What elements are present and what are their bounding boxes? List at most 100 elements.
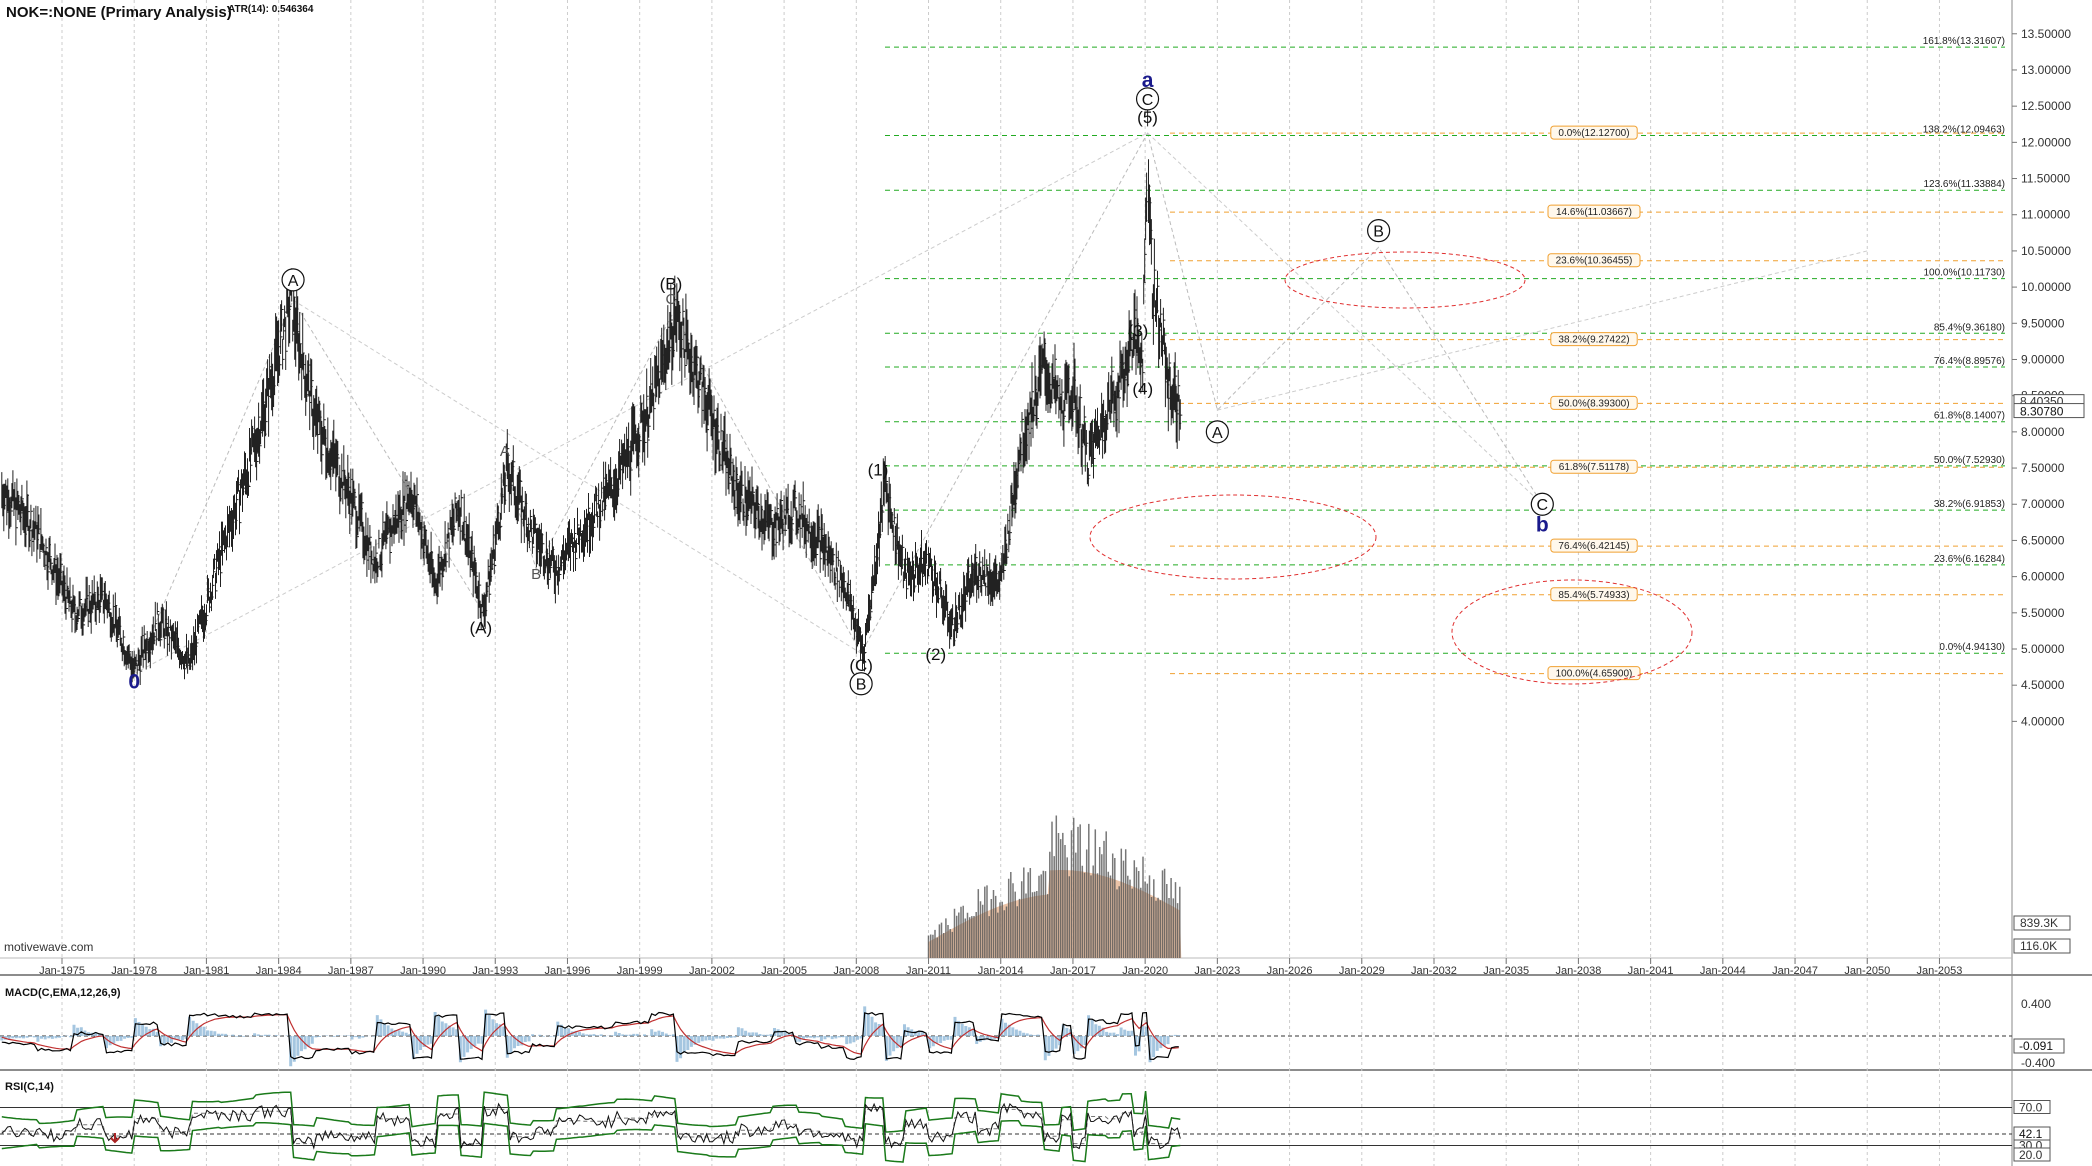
fib-label-orange: 0.0%(12.12700) xyxy=(1558,128,1629,139)
price-tag-box xyxy=(2013,403,2085,419)
wave-label-primary: b xyxy=(1536,514,1549,537)
price-bars xyxy=(1,97,1183,685)
fib-label-box xyxy=(1550,538,1638,553)
wave-label: (1) xyxy=(868,460,889,479)
wave-circle xyxy=(281,268,305,292)
projection-line xyxy=(1147,132,1543,505)
wave-label: C xyxy=(1142,92,1154,109)
wave-label: B xyxy=(531,566,541,583)
x-tick-label: Jan-2047 xyxy=(1772,965,1818,977)
fib-label-green: 50.0%(7.52930) xyxy=(1934,455,2005,466)
fib-label-box xyxy=(1547,666,1641,681)
rsi-value-box xyxy=(2013,1126,2051,1141)
fib-label-green: 76.4%(8.89576) xyxy=(1934,356,2005,367)
y-tick-label: 7.50000 xyxy=(2021,461,2065,475)
x-tick-label: Jan-2035 xyxy=(1483,965,1529,977)
volume-tag: 839.3K xyxy=(2020,916,2058,930)
x-tick-label: Jan-2020 xyxy=(1122,965,1168,977)
fib-label-orange: 14.6%(11.03667) xyxy=(1556,207,1632,218)
target-ellipse xyxy=(1451,579,1693,685)
macd-tick-label: -0.400 xyxy=(2021,1056,2055,1070)
atr-indicator: ATR(14): 0.546364 xyxy=(228,4,314,15)
volume-tag-box xyxy=(2013,915,2071,931)
wave-label: C xyxy=(666,291,677,308)
fib-label-box xyxy=(1550,587,1638,602)
fib-label-box xyxy=(1550,459,1638,474)
wave-circle xyxy=(849,672,873,696)
fib-label-box xyxy=(1547,253,1641,268)
fib-label-orange: 61.8%(7.51178) xyxy=(1559,462,1629,473)
rsi-title: RSI(C,14) xyxy=(5,1081,54,1093)
time-axis[interactable]: Jan-1975 Jan-1978 Jan-1981 Jan-1984 Jan-1987… xyxy=(39,958,1962,977)
rsi-signal-arrow xyxy=(110,1133,120,1144)
wave-label: (3) xyxy=(1128,322,1149,341)
target-ellipses xyxy=(1089,251,1693,685)
rsi-tick-label: 70.0 xyxy=(2019,1101,2043,1115)
price-series xyxy=(1,97,1183,685)
wave-label-primary: a xyxy=(1142,69,1154,92)
rsi-upper-band xyxy=(1,1091,1181,1133)
x-tick-label: Jan-2023 xyxy=(1194,965,1240,977)
x-tick-label: Jan-1987 xyxy=(328,965,374,977)
wave-label: A xyxy=(1212,425,1223,442)
projection-path xyxy=(1147,132,1543,505)
x-tick-label: Jan-2050 xyxy=(1844,965,1890,977)
macd-line xyxy=(1,1011,1179,1061)
wave-label: (5) xyxy=(1137,108,1158,127)
wave-label: (C) xyxy=(849,656,873,675)
y-tick-label: 13.00000 xyxy=(2021,63,2071,77)
fib-label-orange: 50.0%(8.39300) xyxy=(1558,398,1629,409)
fib-label-green: 38.2%(6.91853) xyxy=(1934,499,2005,510)
symbol-title: NOK=:NONE (Primary Analysis) xyxy=(6,4,232,21)
x-tick-label: Jan-1999 xyxy=(617,965,663,977)
y-tick-label: 9.50000 xyxy=(2021,316,2065,330)
fib-levels: 161.8%(13.31607) 138.2%(12.09463) 123.6%(1… xyxy=(885,36,2005,681)
wave-label: (2) xyxy=(925,645,946,664)
macd-title: MACD(C,EMA,12,26,9) xyxy=(5,987,121,999)
volume-tag-box xyxy=(2013,938,2071,954)
volume-tag: 116.0K xyxy=(2020,939,2057,953)
y-tick-label: 5.50000 xyxy=(2021,606,2065,620)
y-tick-label: 11.00000 xyxy=(2021,208,2070,222)
price-tag: 8.30780 xyxy=(2020,405,2064,419)
rsi-tick-box xyxy=(2013,1147,2051,1162)
wave-label: (4) xyxy=(1132,379,1153,398)
fib-label-orange: 23.6%(10.36455) xyxy=(1556,256,1633,267)
fib-label-orange: 76.4%(6.42145) xyxy=(1558,541,1629,552)
x-tick-label: Jan-2044 xyxy=(1700,965,1746,977)
watermark: motivewave.com xyxy=(4,940,93,954)
fib-label-box xyxy=(1550,125,1638,140)
macd-tick-label: 0.400 xyxy=(2021,997,2051,1011)
macd-signal-line xyxy=(1,1013,1179,1055)
target-ellipse xyxy=(1284,251,1526,309)
wave-label: A xyxy=(288,273,299,290)
rsi-line xyxy=(1,1102,1181,1150)
price-axis[interactable]: 13.50000 13.00000 12.50000 12.00000 11.50000… xyxy=(2012,27,2085,954)
wave-label-primary: 0 xyxy=(128,671,140,694)
wave-label: B xyxy=(856,677,867,694)
y-tick-label: 11.50000 xyxy=(2021,172,2070,186)
macd-value: -0.091 xyxy=(2019,1039,2053,1053)
y-tick-label: 7.00000 xyxy=(2021,497,2065,511)
volume-bars xyxy=(927,815,1182,958)
fib-label-box xyxy=(1550,395,1638,410)
wave-circle xyxy=(1135,87,1160,111)
fib-label-green: 100.0%(10.11730) xyxy=(1923,268,2005,279)
wave-circle xyxy=(1367,219,1391,243)
x-tick-label: Jan-2029 xyxy=(1339,965,1385,977)
x-tick-label: Jan-1984 xyxy=(256,965,302,977)
fib-label-orange: 38.2%(9.27422) xyxy=(1558,335,1629,346)
fib-label-orange: 85.4%(5.74933) xyxy=(1558,590,1629,601)
wave-path xyxy=(133,132,1149,674)
rsi-lower-band xyxy=(1,1120,1181,1163)
x-tick-label: Jan-2053 xyxy=(1917,965,1963,977)
x-tick-label: Jan-1993 xyxy=(472,965,518,977)
y-tick-label: 8.00000 xyxy=(2021,425,2065,439)
y-tick-label: 9.00000 xyxy=(2021,352,2065,366)
volume-series xyxy=(927,815,1181,958)
x-tick-label: Jan-2008 xyxy=(833,965,879,977)
fib-label-green: 85.4%(9.36180) xyxy=(1934,322,2005,333)
fib-label-box xyxy=(1550,332,1638,347)
wave-label: A xyxy=(500,443,510,460)
